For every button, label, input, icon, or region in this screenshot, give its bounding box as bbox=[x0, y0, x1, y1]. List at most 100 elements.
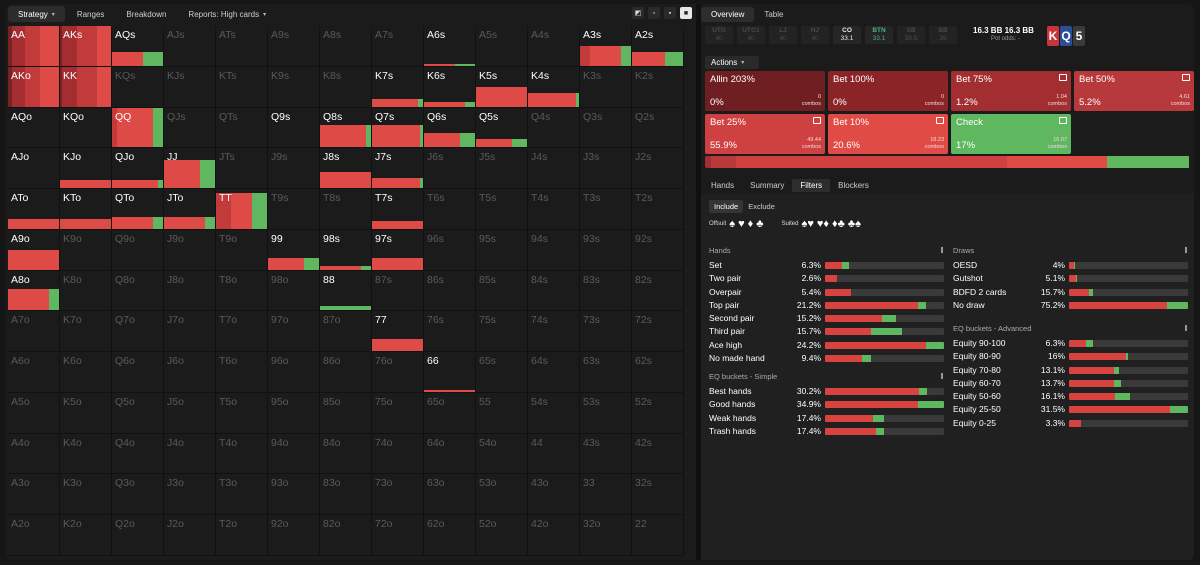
hand-cell[interactable]: 33 bbox=[580, 474, 632, 516]
hand-cell[interactable]: A7o bbox=[8, 311, 60, 353]
hand-cell[interactable]: A7s bbox=[372, 26, 424, 67]
hand-cell[interactable]: K2s bbox=[632, 66, 684, 108]
hand-cell[interactable]: AQs bbox=[112, 26, 164, 67]
toggle-icon[interactable] bbox=[941, 247, 945, 253]
hand-cell[interactable]: 95s bbox=[476, 229, 528, 271]
hand-cell[interactable]: 55 bbox=[476, 392, 528, 434]
hand-cell[interactable]: K6s bbox=[424, 66, 476, 108]
hand-cell[interactable]: 96o bbox=[268, 352, 320, 393]
hand-cell[interactable]: 43s bbox=[580, 433, 632, 475]
hand-cell[interactable]: 52s bbox=[632, 392, 684, 434]
hand-cell[interactable]: A9o bbox=[8, 229, 60, 271]
hand-cell[interactable]: AQo bbox=[8, 107, 60, 149]
view-mode-icon[interactable]: ■ bbox=[680, 7, 692, 19]
hand-cell[interactable]: QTo bbox=[112, 189, 164, 230]
hand-cell[interactable]: A4o bbox=[8, 433, 60, 475]
hand-cell[interactable]: 73o bbox=[372, 474, 424, 516]
hand-cell[interactable]: 96s bbox=[424, 229, 476, 271]
hand-cell[interactable]: T4s bbox=[528, 189, 580, 230]
hand-cell[interactable]: 75o bbox=[372, 392, 424, 434]
seat-utg[interactable]: UTG 40 bbox=[705, 26, 733, 44]
hand-cell[interactable]: 87o bbox=[320, 311, 372, 353]
hand-cell[interactable]: A8s bbox=[320, 26, 372, 67]
hand-cell[interactable]: AA bbox=[8, 26, 60, 67]
hand-cell[interactable]: Q2o bbox=[112, 515, 164, 556]
hand-cell[interactable]: KTs bbox=[216, 66, 268, 108]
hand-cell[interactable]: T6s bbox=[424, 189, 476, 230]
hand-cell[interactable]: J7s bbox=[372, 148, 424, 190]
hand-cell[interactable]: 74s bbox=[528, 311, 580, 353]
view-mode-icon[interactable]: ◩ bbox=[632, 7, 644, 19]
hand-cell[interactable]: KJs bbox=[164, 66, 216, 108]
hand-cell[interactable]: Q8s bbox=[320, 107, 372, 149]
hand-cell[interactable]: ATs bbox=[216, 26, 268, 67]
hand-cell[interactable]: Q8o bbox=[112, 270, 164, 312]
hand-cell[interactable]: 83o bbox=[320, 474, 372, 516]
filter-row[interactable]: No made hand 9.4% bbox=[709, 352, 949, 365]
action-bet-100-[interactable]: Bet 100% 0% 0 combos bbox=[828, 71, 948, 111]
hand-cell[interactable]: J4s bbox=[528, 148, 580, 190]
hand-cell[interactable]: 53s bbox=[580, 392, 632, 434]
hand-cell[interactable]: QJs bbox=[164, 107, 216, 149]
hand-cell[interactable]: 84o bbox=[320, 433, 372, 475]
hand-cell[interactable]: JTs bbox=[216, 148, 268, 190]
hand-cell[interactable]: K9s bbox=[268, 66, 320, 108]
hand-cell[interactable]: KQs bbox=[112, 66, 164, 108]
tab-ranges[interactable]: Ranges bbox=[67, 6, 115, 22]
toggle-icon[interactable] bbox=[1185, 325, 1189, 331]
hand-cell[interactable]: 83s bbox=[580, 270, 632, 312]
hand-cell[interactable]: 82o bbox=[320, 515, 372, 556]
hand-cell[interactable]: J6o bbox=[164, 352, 216, 393]
hand-cell[interactable]: K3s bbox=[580, 66, 632, 108]
seat-utg1[interactable]: UTG1 40 bbox=[737, 26, 765, 44]
hand-cell[interactable]: T3s bbox=[580, 189, 632, 230]
hand-cell[interactable]: 76s bbox=[424, 311, 476, 353]
hand-cell[interactable]: KQo bbox=[60, 107, 112, 149]
hand-cell[interactable]: J9o bbox=[164, 229, 216, 271]
hand-cell[interactable]: K8s bbox=[320, 66, 372, 108]
hand-cell[interactable]: AJs bbox=[164, 26, 216, 67]
suit-filter-icon[interactable]: ♠ bbox=[729, 218, 736, 230]
actions-dropdown[interactable]: Actions ▾ bbox=[705, 56, 759, 69]
filter-row[interactable]: Two pair 2.6% bbox=[709, 272, 949, 285]
filter-row[interactable]: OESD 4% bbox=[953, 259, 1193, 272]
hand-cell[interactable]: A6o bbox=[8, 352, 60, 393]
hand-cell[interactable]: 98s bbox=[320, 229, 372, 271]
hand-cell[interactable]: 63o bbox=[424, 474, 476, 516]
filter-row[interactable]: Good hands 34.9% bbox=[709, 398, 949, 411]
hand-cell[interactable]: A2o bbox=[8, 515, 60, 556]
view-mode-icon[interactable]: ▫ bbox=[648, 7, 660, 19]
seat-bb[interactable]: BB 39 bbox=[929, 26, 957, 44]
hand-cell[interactable]: QTs bbox=[216, 107, 268, 149]
suit-filter-icon[interactable]: ♦ bbox=[747, 218, 754, 230]
suit-filter-icon[interactable]: ♦♣ bbox=[832, 218, 845, 230]
hand-cell[interactable]: J2o bbox=[164, 515, 216, 556]
hand-cell[interactable]: JJ bbox=[164, 148, 216, 190]
hand-cell[interactable]: 97o bbox=[268, 311, 320, 353]
hand-cell[interactable]: T4o bbox=[216, 433, 268, 475]
filter-row[interactable]: Second pair 15.2% bbox=[709, 312, 949, 325]
hand-cell[interactable]: 85s bbox=[476, 270, 528, 312]
filter-row[interactable]: Weak hands 17.4% bbox=[709, 412, 949, 425]
hand-cell[interactable]: 54o bbox=[476, 433, 528, 475]
hand-cell[interactable]: 32o bbox=[580, 515, 632, 556]
subtab-blockers[interactable]: Blockers bbox=[838, 180, 869, 190]
hand-cell[interactable]: 93s bbox=[580, 229, 632, 271]
hand-cell[interactable]: T7s bbox=[372, 189, 424, 230]
hand-cell[interactable]: Q9o bbox=[112, 229, 164, 271]
action-check[interactable]: Check 17% 15.07 combos bbox=[951, 114, 1071, 154]
subtab-summary[interactable]: Summary bbox=[750, 180, 785, 190]
hand-cell[interactable]: Q5o bbox=[112, 392, 164, 434]
hand-cell[interactable]: 92o bbox=[268, 515, 320, 556]
hand-cell[interactable]: 53o bbox=[476, 474, 528, 516]
view-mode-icon[interactable]: ▪ bbox=[664, 7, 676, 19]
filter-row[interactable]: Equity 50-60 16.1% bbox=[953, 390, 1193, 403]
hand-cell[interactable]: J9s bbox=[268, 148, 320, 190]
tab-overview[interactable]: Overview bbox=[701, 6, 755, 22]
subtab-hands[interactable]: Hands bbox=[711, 180, 735, 190]
hand-cell[interactable]: J8s bbox=[320, 148, 372, 190]
hand-cell[interactable]: T5o bbox=[216, 392, 268, 434]
seat-lj[interactable]: LJ 40 bbox=[769, 26, 797, 44]
hand-cell[interactable]: T9s bbox=[268, 189, 320, 230]
hand-cell[interactable]: K8o bbox=[60, 270, 112, 312]
